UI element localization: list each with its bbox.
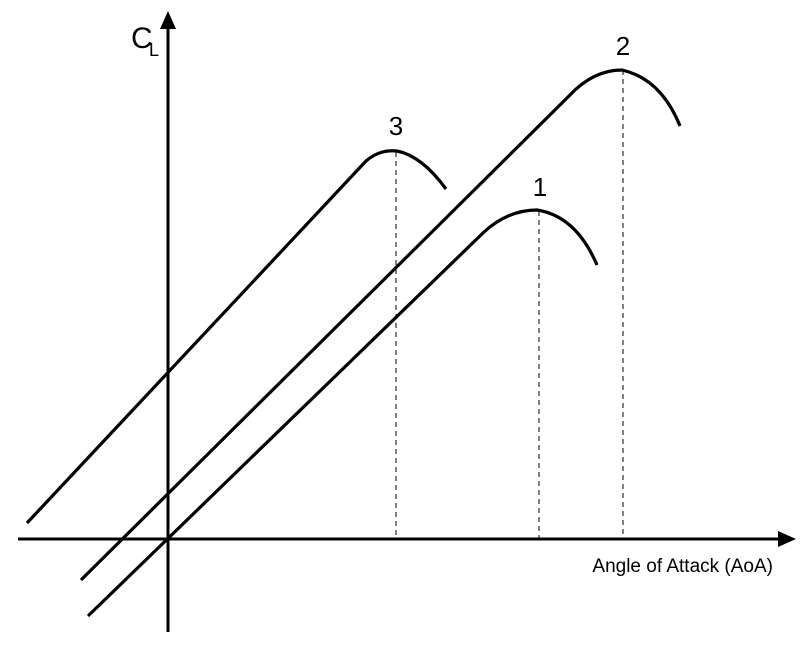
y-axis-label-subscript: L (149, 40, 159, 60)
y-axis-arrowhead (160, 11, 176, 29)
lift-curve-3 (25, 149, 448, 525)
lift-curves (25, 68, 682, 618)
curve-label-2: 2 (616, 31, 630, 61)
axes (18, 11, 796, 632)
lift-curve-1 (86, 208, 599, 618)
curve-label-3: 3 (389, 111, 403, 141)
x-axis-label: Angle of Attack (AoA) (592, 556, 773, 577)
curve-label-1: 1 (533, 172, 547, 202)
y-axis-label: C (131, 22, 153, 55)
x-axis-arrowhead (778, 531, 796, 547)
curve-labels: 3 1 2 (389, 31, 630, 202)
stall-guides (395, 70, 624, 539)
lift-curve-2 (79, 68, 682, 582)
axis-labels: C L Angle of Attack (AoA) (131, 22, 773, 577)
